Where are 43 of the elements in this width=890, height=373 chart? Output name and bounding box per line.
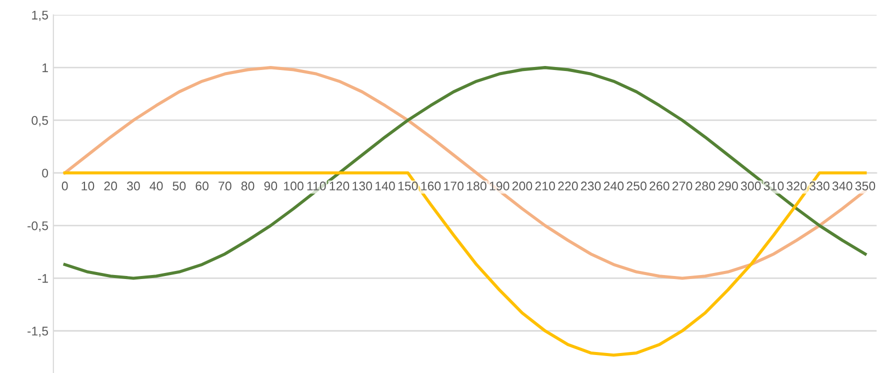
- x-tick-label: 330: [810, 182, 830, 190]
- x-tick-label: 340: [832, 182, 852, 190]
- y-tick-label: 1: [42, 64, 48, 72]
- x-tick-label: 180: [466, 182, 486, 190]
- x-tick-label: 320: [786, 182, 807, 190]
- x-tick-label: 300: [740, 182, 761, 190]
- x-tick-label: 170: [444, 182, 464, 190]
- x-tick-label: 270: [672, 182, 692, 190]
- x-tick-label: 130: [352, 182, 372, 190]
- x-tick-label: 60: [196, 182, 209, 190]
- x-tick-label: 80: [241, 182, 254, 190]
- x-tick-label: 40: [150, 182, 163, 190]
- x-tick-label: 200: [512, 182, 532, 190]
- x-tick-label: 210: [535, 182, 556, 190]
- x-tick-label: 260: [650, 182, 670, 190]
- x-tick-label: 310: [764, 182, 784, 190]
- y-tick-label: 0,5: [32, 116, 48, 126]
- x-tick-label: 220: [558, 182, 578, 190]
- x-tick-label: 240: [604, 182, 624, 190]
- x-tick-label: 0: [62, 182, 68, 190]
- y-tick-label: -0,5: [28, 221, 48, 232]
- x-tick-label: 140: [376, 182, 395, 190]
- x-tick-label: 160: [421, 182, 441, 190]
- x-tick-label: 110: [307, 182, 326, 190]
- x-tick-label: 190: [490, 182, 510, 190]
- x-tick-label: 90: [264, 182, 278, 190]
- x-tick-label: 70: [218, 182, 232, 190]
- x-tick-label: 50: [172, 182, 186, 190]
- x-tick-label: 250: [626, 182, 646, 190]
- x-tick-label: 20: [104, 182, 118, 190]
- x-tick-label: 280: [695, 182, 716, 190]
- x-tick-label: 230: [581, 182, 601, 190]
- x-tick-label: 120: [330, 182, 350, 190]
- y-tick-label: 1,5: [32, 10, 48, 22]
- y-tick-label: -1,5: [28, 326, 48, 337]
- y-tick-label: 0: [42, 168, 48, 178]
- x-tick-label: 150: [398, 182, 418, 190]
- y-tick-label: -1: [38, 274, 48, 283]
- x-tick-label: 30: [126, 182, 140, 190]
- x-tick-label: 290: [718, 182, 738, 190]
- x-tick-label: 100: [284, 182, 304, 190]
- x-tick-label: 10: [82, 182, 94, 190]
- x-tick-label: 350: [855, 182, 876, 190]
